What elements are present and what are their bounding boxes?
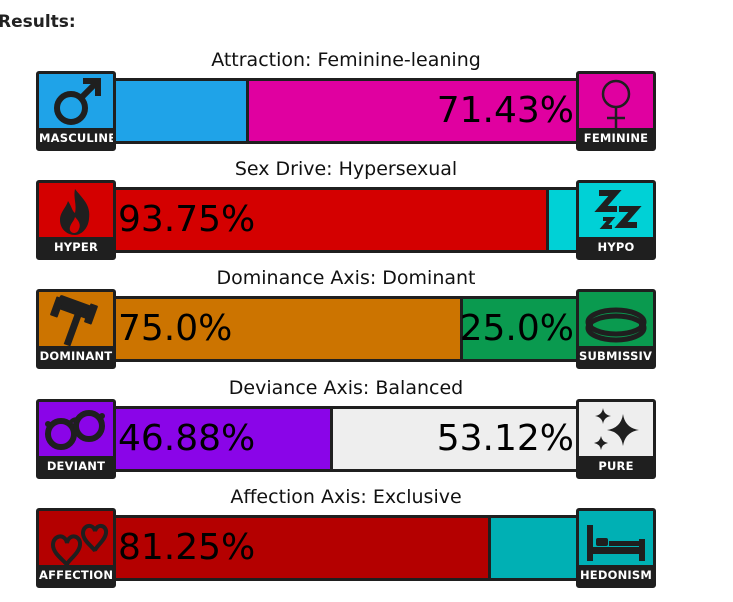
bed-icon <box>587 525 645 561</box>
submissive-label: SUBMISSIVE <box>579 346 653 366</box>
dominant-segment <box>116 299 461 359</box>
deviant-segment <box>116 409 332 469</box>
sex-drive-bar: 93.75% <box>113 187 579 253</box>
pure-percent: 53.12% <box>436 418 574 459</box>
dominant-label: DOMINANT <box>39 346 113 366</box>
axis-title: Sex Drive: Hypersexual <box>234 158 458 180</box>
hedonism-box: HEDONISM <box>576 508 656 588</box>
axis-attraction: Attraction: Feminine-leaning MASCULINE 7… <box>36 49 656 160</box>
deviant-percent: 46.88% <box>118 418 256 459</box>
segment-divider <box>488 518 492 578</box>
affection-label: AFFECTION <box>39 565 113 585</box>
feminine-segment <box>247 81 576 141</box>
dominant-box: DOMINANT <box>36 289 116 369</box>
hypo-label: HYPO <box>579 237 653 257</box>
hypo-segment <box>547 190 576 250</box>
submissive-percent: 25.0% <box>459 308 574 349</box>
affection-segment <box>116 518 490 578</box>
results-heading: Results: <box>0 12 76 32</box>
feminine-label: FEMININE <box>579 128 653 148</box>
axis-title: Deviance Axis: Balanced <box>228 377 464 399</box>
axis-dominance: Dominance Axis: Dominant DOMINANT 75.0% … <box>36 267 656 378</box>
hypo-box: HYPO <box>576 180 656 260</box>
axis-title: Attraction: Feminine-leaning <box>211 49 481 71</box>
feminine-box: FEMININE <box>576 71 656 151</box>
gavel-icon <box>50 295 98 347</box>
deviant-label: DEVIANT <box>39 456 113 476</box>
handcuffs-icon <box>45 410 105 450</box>
hyper-percent: 93.75% <box>118 199 256 240</box>
male-symbol-icon <box>54 78 101 125</box>
axis-affection: Affection Axis: Exclusive AFFECTION 81.2… <box>36 486 656 597</box>
masculine-segment <box>116 81 248 141</box>
deviant-box: DEVIANT <box>36 399 116 479</box>
axis-title: Dominance Axis: Dominant <box>216 267 476 289</box>
dominance-bar: 75.0% 25.0% <box>113 296 579 362</box>
fire-icon <box>60 189 90 235</box>
pure-box: PURE <box>576 399 656 479</box>
hedonism-segment <box>489 518 576 578</box>
submissive-segment <box>461 299 576 359</box>
two-hearts-icon <box>50 524 109 566</box>
hedonism-label: HEDONISM <box>579 565 653 585</box>
sparkles-icon <box>594 408 639 450</box>
segment-divider <box>545 190 549 250</box>
pure-label: PURE <box>579 456 653 476</box>
sleep-zzz-icon <box>594 190 642 229</box>
affection-bar: 81.25% <box>113 515 579 581</box>
dominant-percent: 75.0% <box>118 308 233 349</box>
segment-divider <box>330 409 334 469</box>
affection-box: AFFECTION <box>36 508 116 588</box>
hyper-box: HYPER <box>36 180 116 260</box>
collar-icon <box>585 307 647 343</box>
segment-divider <box>245 81 249 141</box>
masculine-box: MASCULINE <box>36 71 116 151</box>
axis-sex-drive: Sex Drive: Hypersexual HYPER 93.75% HYPO <box>36 158 656 269</box>
axis-deviance: Deviance Axis: Balanced DEVIANT 46.88% 5… <box>36 377 656 488</box>
feminine-percent: 71.43% <box>436 90 574 131</box>
segment-divider <box>459 299 463 359</box>
affection-percent: 81.25% <box>118 527 256 568</box>
axis-title: Affection Axis: Exclusive <box>230 486 462 508</box>
deviance-bar: 46.88% 53.12% <box>113 406 579 472</box>
female-symbol-icon <box>601 79 631 128</box>
submissive-box: SUBMISSIVE <box>576 289 656 369</box>
attraction-bar: 71.43% <box>113 78 579 144</box>
hyper-segment <box>116 190 548 250</box>
masculine-label: MASCULINE <box>39 128 113 148</box>
pure-segment <box>331 409 576 469</box>
hyper-label: HYPER <box>39 237 113 257</box>
